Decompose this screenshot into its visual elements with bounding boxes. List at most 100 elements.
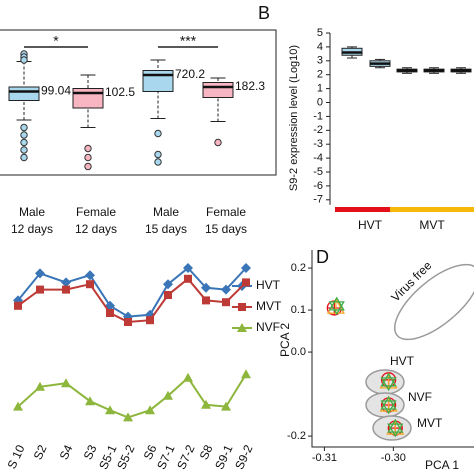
outlier — [20, 56, 28, 64]
box — [142, 70, 174, 92]
series-line — [17, 373, 247, 419]
point — [221, 284, 231, 295]
y-tick-label: 0.1 — [291, 304, 306, 316]
y-tick-label: -5 — [313, 166, 323, 178]
point — [106, 309, 114, 317]
y-tick-label: 4 — [317, 41, 323, 53]
x-tick-label: -0.31 — [312, 452, 337, 464]
group-label: MVT — [419, 218, 445, 232]
point — [242, 278, 250, 287]
point — [85, 396, 95, 406]
legend-label: NVF — [256, 320, 280, 334]
y-tick-label: 0.0 — [291, 346, 306, 358]
series-line — [17, 266, 247, 318]
median-label: 182.3 — [235, 79, 265, 93]
point — [183, 263, 193, 273]
outlier — [20, 123, 28, 132]
point — [222, 298, 230, 307]
x-tick-label: Male — [19, 205, 45, 219]
outlier — [154, 158, 162, 166]
x-tick-label: 12 days — [75, 222, 117, 236]
x-tick-label: S9-2 — [232, 442, 256, 471]
y-tick-label: 3 — [317, 55, 323, 67]
y-tick-label: -7 — [313, 194, 323, 206]
outlier — [214, 138, 222, 147]
group-bar — [335, 207, 390, 212]
x-tick-label: S 10 — [4, 442, 27, 471]
legend-marker — [237, 323, 247, 332]
y-tick-label: 5 — [317, 27, 323, 39]
panel-frame — [0, 29, 277, 176]
group-bar — [390, 207, 474, 212]
y-tick-label: -2 — [313, 124, 323, 136]
x-tick-label: 15 days — [205, 222, 247, 236]
point — [202, 296, 210, 305]
point — [85, 270, 95, 281]
outlier — [84, 144, 92, 153]
outlier — [84, 153, 92, 162]
point — [241, 263, 251, 273]
x-axis-title: PCA 1 — [425, 458, 459, 472]
outlier — [20, 131, 28, 139]
point — [387, 418, 404, 438]
point — [124, 318, 132, 326]
point — [184, 274, 192, 283]
x-tick-label: S3 — [81, 442, 100, 462]
y-tick-label: -1 — [313, 110, 323, 122]
point — [13, 401, 23, 411]
x-tick-label: Male — [153, 205, 179, 219]
y-tick-label: -6 — [313, 180, 323, 192]
outlier — [84, 162, 92, 171]
point — [201, 282, 211, 293]
point — [163, 279, 173, 290]
point — [86, 280, 94, 289]
significance-label: * — [53, 33, 59, 49]
median-label: 720.2 — [175, 67, 205, 81]
x-tick-label: 12 days — [11, 222, 53, 236]
cluster-label: HVT — [390, 354, 415, 368]
y-tick-label: 0.2 — [291, 262, 306, 274]
legend-label: MVT — [256, 299, 282, 313]
significance-label: *** — [180, 33, 197, 49]
y-axis-title: PCA 2 — [278, 323, 292, 357]
x-tick-label: S4 — [57, 442, 76, 462]
panel-label: D — [316, 247, 329, 267]
point — [35, 268, 45, 279]
outlier — [154, 150, 162, 159]
point — [61, 277, 71, 288]
y-axis-title: S9-2 expression level (Log10) — [288, 45, 300, 191]
point — [183, 372, 193, 382]
outlier — [20, 138, 28, 147]
x-tick-label: S8 — [197, 442, 216, 462]
outlier — [154, 129, 162, 138]
point — [14, 301, 22, 310]
point — [61, 378, 71, 388]
group-label: HVT — [358, 218, 383, 232]
y-tick-label: 1 — [317, 83, 323, 95]
point — [123, 412, 133, 422]
cluster-label: MVT — [417, 416, 443, 430]
box — [8, 86, 40, 101]
point — [328, 296, 345, 316]
x-tick-label: S5-2 — [114, 442, 138, 471]
x-tick-label: S2 — [31, 442, 50, 462]
point — [164, 291, 172, 299]
panel-label: B — [258, 3, 270, 23]
box — [202, 82, 234, 98]
point — [163, 390, 173, 400]
x-tick-label: S6 — [141, 442, 160, 462]
x-tick-label: -0.30 — [381, 452, 406, 464]
x-tick-label: 15 days — [145, 222, 187, 236]
point — [62, 285, 70, 294]
x-tick-label: S7-1 — [154, 442, 178, 471]
point — [35, 381, 45, 391]
point — [36, 285, 44, 294]
point — [380, 395, 397, 415]
point — [145, 405, 155, 415]
point — [221, 401, 231, 411]
point — [105, 405, 115, 415]
cluster-label: NVF — [408, 390, 432, 404]
x-tick-label: S9-1 — [212, 442, 236, 471]
y-tick-label: 2 — [317, 69, 323, 81]
